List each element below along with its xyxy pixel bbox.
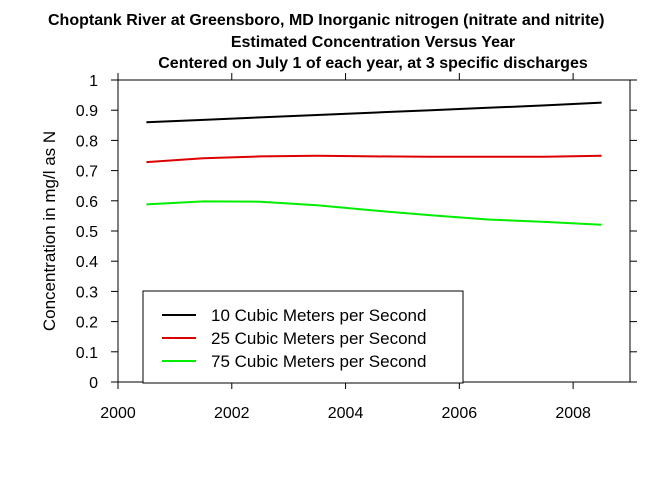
legend-label-3: 75 Cubic Meters per Second [211, 352, 426, 371]
x-tick-label: 2002 [214, 405, 250, 422]
legend-box [142, 290, 464, 384]
chart-title-line-2: Estimated Concentration Versus Year [231, 34, 515, 51]
series-line-3 [146, 200, 602, 226]
chart-title-line-3: Centered on July 1 of each year, at 3 sp… [158, 55, 588, 72]
legend-label-1: 10 Cubic Meters per Second [211, 306, 426, 325]
y-tick-label: 0.6 [76, 194, 98, 211]
y-tick-label: 0.9 [76, 103, 98, 120]
y-tick-label: 0.5 [76, 224, 98, 241]
x-axis: 2000 2002 2004 2006 2008 [100, 73, 591, 422]
series-lines [146, 101, 602, 226]
series-line-2 [146, 154, 602, 164]
legend-label-2: 25 Cubic Meters per Second [211, 329, 426, 348]
x-tick-label: 2008 [555, 405, 591, 422]
x-tick-label: 2006 [442, 405, 478, 422]
y-axis: 0 0.1 0.2 0.3 0.4 0.5 0.6 0.7 0.8 0.9 1 [76, 73, 637, 392]
y-tick-label: 0.4 [76, 254, 98, 271]
y-tick-label: 0.3 [76, 284, 98, 301]
legend: 10 Cubic Meters per Second 25 Cubic Meter… [142, 290, 464, 384]
y-tick-label: 1 [89, 73, 98, 90]
y-tick-label: 0.1 [76, 345, 98, 362]
series-line-1 [146, 101, 602, 124]
y-tick-label: 0.8 [76, 133, 98, 150]
chart-titles: Choptank River at Greensboro, MD Inorgan… [48, 12, 605, 72]
y-tick-label: 0.7 [76, 164, 98, 181]
x-tick-label: 2004 [328, 405, 364, 422]
x-tick-label: 2000 [100, 405, 136, 422]
y-tick-label: 0 [89, 375, 98, 392]
y-tick-label: 0.2 [76, 315, 98, 332]
chart-title-line-1: Choptank River at Greensboro, MD Inorgan… [48, 12, 605, 29]
y-axis-label: Concentration in mg/l as N [40, 131, 59, 331]
